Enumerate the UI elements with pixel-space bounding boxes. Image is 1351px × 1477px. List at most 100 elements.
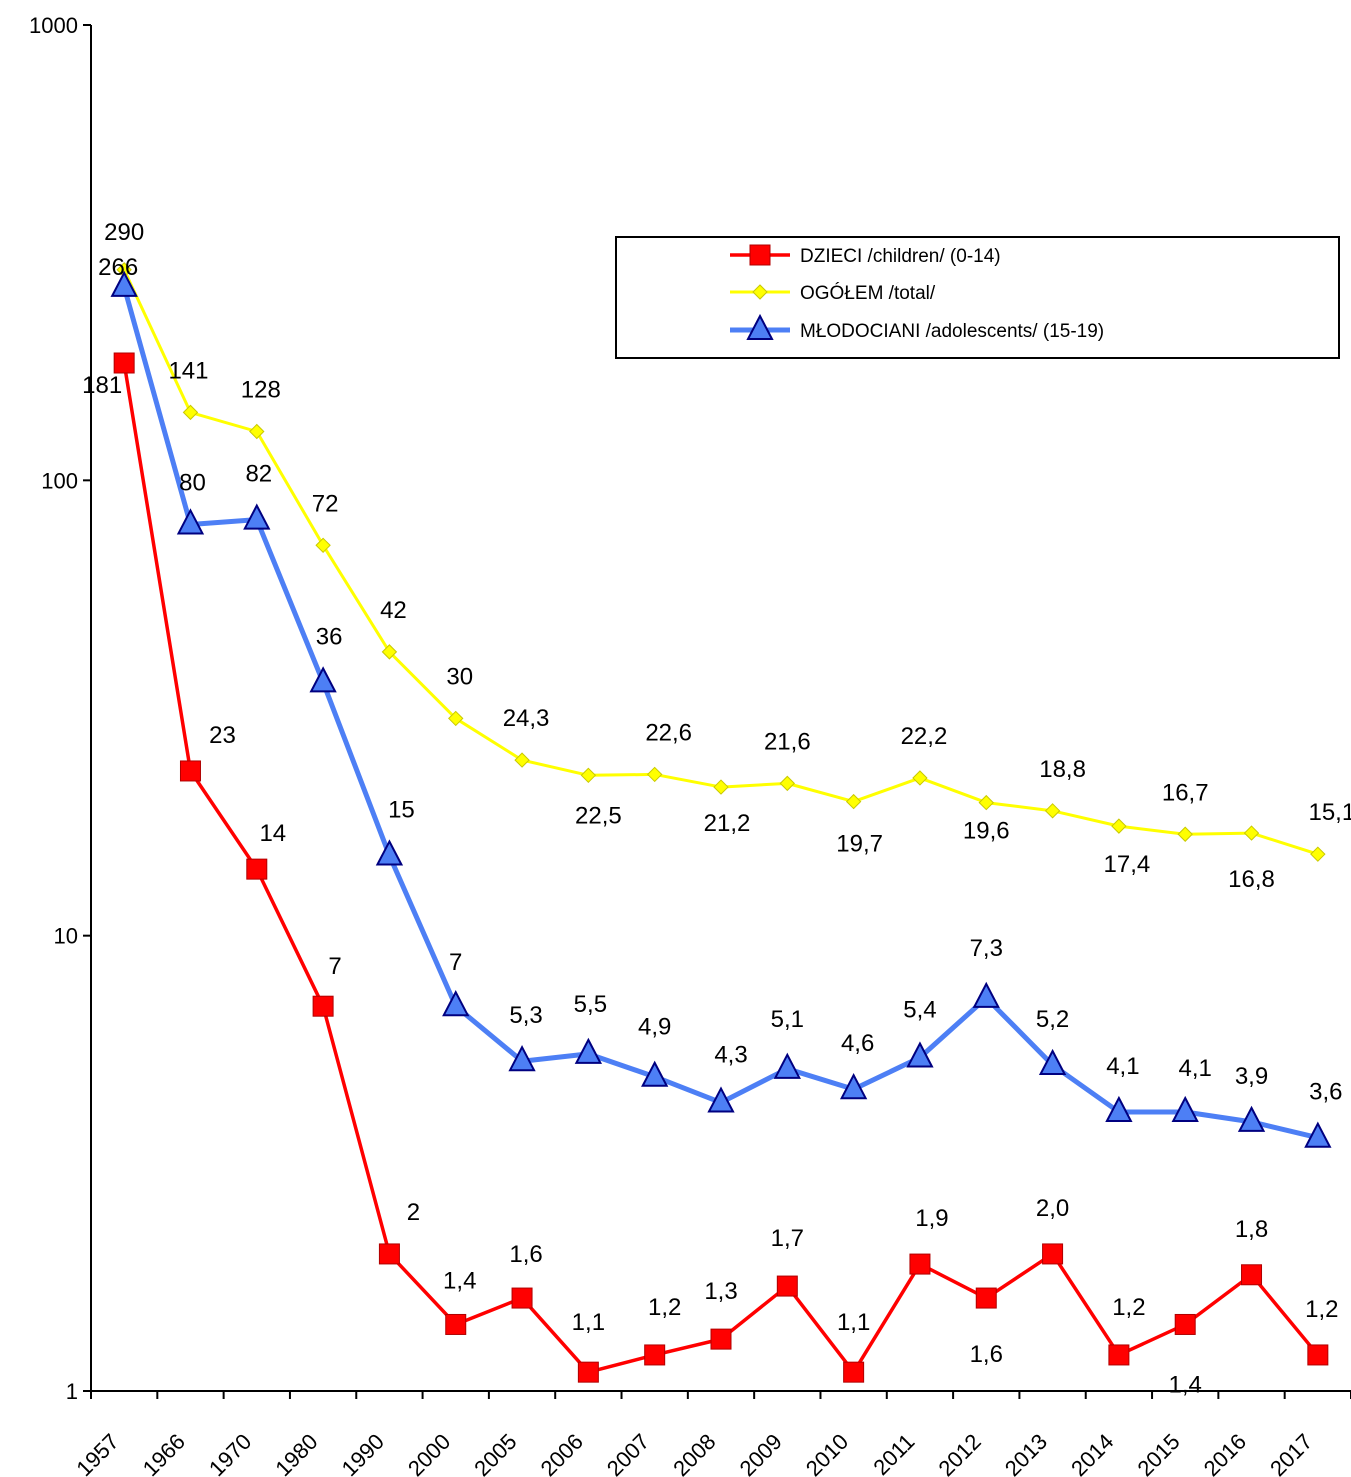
total-data-label: 21,6 (764, 728, 811, 755)
y-tick-label: 1 (66, 1379, 78, 1404)
adolescents-series-point (309, 666, 337, 693)
children-data-label: 23 (209, 722, 236, 749)
children-series-point (776, 1275, 798, 1297)
x-tick-label: 2000 (403, 1429, 455, 1477)
x-tick-label: 2005 (469, 1429, 521, 1477)
total-series-point (779, 775, 796, 792)
adolescents-series-point (1237, 1105, 1266, 1132)
x-tick-label: 2009 (735, 1429, 787, 1477)
total-series-point (1177, 826, 1193, 842)
children-series-point (312, 995, 334, 1017)
children-data-label: 1,8 (1235, 1216, 1268, 1243)
adolescents-data-label: 36 (316, 623, 343, 650)
x-tick-label: 2006 (536, 1429, 588, 1477)
adolescents-data-label: 80 (179, 469, 206, 496)
adolescents-series-point (1171, 1095, 1199, 1122)
adolescents-data-label: 5,1 (771, 1006, 804, 1033)
children-data-label: 1,6 (970, 1341, 1003, 1368)
adolescents-data-label: 4,1 (1179, 1055, 1212, 1082)
legend-label: OGÓŁEM /total/ (800, 282, 936, 304)
data-labels: 1812314721,41,61,11,21,31,71,11,91,62,01… (82, 219, 1351, 1399)
children-data-label: 1,7 (771, 1225, 804, 1252)
children-series-point (378, 1243, 400, 1265)
adolescents-data-label: 82 (245, 461, 272, 488)
x-tick-label: 2010 (801, 1429, 853, 1477)
total-series-point (713, 779, 729, 795)
children-series-point (843, 1361, 865, 1383)
total-series-point (580, 767, 597, 784)
children-data-label: 1,1 (837, 1309, 870, 1336)
children-data-label: 14 (259, 820, 286, 847)
total-data-label: 128 (241, 377, 281, 404)
total-data-label: 22,2 (901, 723, 948, 750)
y-tick-label: 1000 (29, 13, 78, 38)
legend-swatch-marker (752, 284, 768, 300)
adolescents-series-point (906, 1041, 934, 1068)
children-series (113, 352, 1329, 1383)
total-data-label: 141 (168, 357, 208, 384)
adolescents-series-point (375, 839, 404, 866)
children-data-label: 2 (407, 1199, 420, 1226)
children-data-label: 1,2 (1305, 1296, 1338, 1323)
children-series-point (1174, 1313, 1196, 1335)
total-data-label: 21,2 (704, 810, 751, 837)
adolescents-series-point (508, 1045, 536, 1072)
adolescents-series-point (243, 503, 271, 530)
children-data-label: 1,2 (1112, 1294, 1145, 1321)
x-tick-label: 1980 (270, 1429, 322, 1477)
total-series (116, 262, 1326, 862)
total-series-point (1243, 825, 1260, 841)
adolescents-series-line (121, 286, 1319, 1141)
legend-label: MŁODOCIANI /adolescents/ (15-19) (800, 321, 1104, 342)
adolescents-data-label: 7 (449, 949, 462, 976)
legend: DZIECI /children/ (0-14) OGÓŁEM /total/MŁ… (615, 236, 1340, 359)
adolescents-data-label: 5,4 (903, 997, 936, 1024)
children-series-point (644, 1344, 666, 1366)
y-tick-label: 100 (41, 468, 78, 493)
adolescents-data-label: 15 (388, 796, 415, 823)
children-data-label: 1,2 (648, 1294, 681, 1321)
adolescents-series-point (442, 990, 470, 1017)
children-series-point (113, 352, 135, 374)
x-tick-label: 2007 (602, 1429, 654, 1477)
adolescents-data-label: 3,6 (1309, 1079, 1342, 1106)
adolescents-data-label: 266 (98, 254, 138, 281)
total-series-point (845, 793, 862, 810)
total-data-label: 22,6 (645, 719, 692, 746)
total-data-label: 18,8 (1039, 756, 1086, 783)
legend-box (615, 236, 1340, 359)
x-tick-label: 2011 (868, 1429, 919, 1477)
children-series-point (710, 1328, 732, 1350)
total-data-label: 16,8 (1228, 866, 1275, 893)
total-series-point (514, 752, 530, 768)
children-series-point (511, 1287, 533, 1309)
children-data-label: 2,0 (1036, 1195, 1069, 1222)
adolescents-series-point (972, 981, 1000, 1008)
x-tick-label: 1970 (204, 1429, 256, 1477)
total-series-point (448, 710, 464, 727)
total-data-label: 17,4 (1104, 851, 1151, 878)
total-data-label: 15,1 (1308, 799, 1351, 826)
children-series-point (909, 1253, 931, 1275)
children-series-point (1108, 1344, 1130, 1366)
total-data-label: 42 (380, 597, 407, 624)
total-data-label: 22,5 (575, 802, 622, 829)
children-series-point (1042, 1243, 1064, 1265)
adolescents-series-point (110, 270, 138, 297)
series-layer (110, 262, 1332, 1383)
total-series-point (249, 423, 265, 440)
adolescents-data-label: 3,9 (1235, 1063, 1268, 1090)
total-series-point (646, 766, 663, 783)
y-tick-label: 10 (54, 924, 78, 949)
legend-label: DZIECI /children/ (0-14) (800, 246, 1001, 267)
adolescents-series-point (839, 1073, 868, 1100)
adolescents-series-point (707, 1086, 735, 1113)
x-tick-label: 2012 (934, 1429, 986, 1477)
x-tick-label: 2017 (1265, 1429, 1317, 1477)
children-data-label: 1,6 (509, 1241, 542, 1268)
total-series-point (1044, 803, 1061, 819)
children-data-label: 1,3 (704, 1278, 737, 1305)
total-series-point (1111, 818, 1127, 834)
x-tick-label: 2014 (1066, 1429, 1118, 1477)
